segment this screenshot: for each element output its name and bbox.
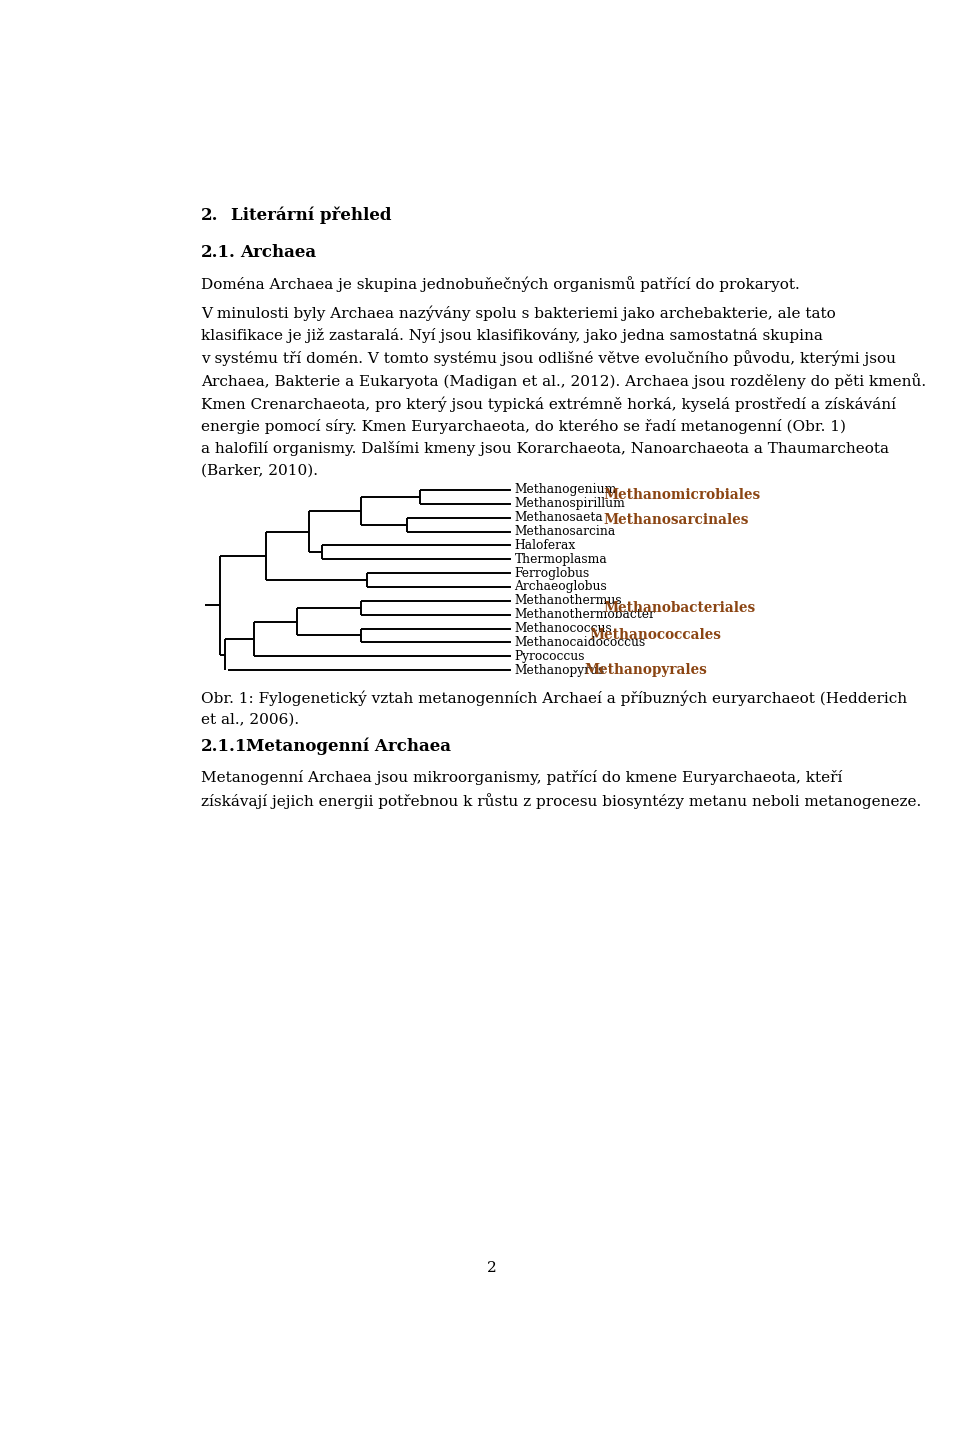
Text: Methanococcus: Methanococcus [515,621,612,635]
Text: v systému tří domén. V tomto systému jsou odlišné větve evolučního původu, který: v systému tří domén. V tomto systému jso… [202,350,897,366]
Text: Methanothermus: Methanothermus [515,594,622,607]
Text: klasifikace je již zastaralá. Nyí jsou klasifikovány, jako jedna samostatná skup: klasifikace je již zastaralá. Nyí jsou k… [202,328,824,343]
Text: Archaea, Bakterie a Eukaryota (Madigan et al., 2012). Archaea jsou rozděleny do : Archaea, Bakterie a Eukaryota (Madigan e… [202,373,926,389]
Text: Methanobacteriales: Methanobacteriales [604,601,756,614]
Text: Methanogenium: Methanogenium [515,484,617,497]
Text: Metanogenní Archaea jsou mikroorganismy, patřící do kmene Euryarchaeota, kteří: Metanogenní Archaea jsou mikroorganismy,… [202,770,843,786]
Text: Methanocaidococcus: Methanocaidococcus [515,636,646,649]
Text: 2.: 2. [202,206,219,224]
Text: Doména Archaea je skupina jednobuňečných organismů patřící do prokaryot.: Doména Archaea je skupina jednobuňečných… [202,276,800,292]
Text: (Barker, 2010).: (Barker, 2010). [202,465,319,478]
Text: Kmen Crenarchaeota, pro který jsou typická extrémně horká, kyselá prostředí a zí: Kmen Crenarchaeota, pro který jsou typic… [202,396,897,411]
Text: Ferroglobus: Ferroglobus [515,566,589,579]
Text: Haloferax: Haloferax [515,539,576,552]
Text: Methanopyrales: Methanopyrales [585,664,707,677]
Text: Thermoplasma: Thermoplasma [515,553,608,566]
Text: Obr. 1: Fylogenetický vztah metanogenních Archaeí a příbuzných euryarchaeot (Hed: Obr. 1: Fylogenetický vztah metanogenníc… [202,690,907,706]
Text: 2.1.1.: 2.1.1. [202,738,253,755]
Text: a halofilí organismy. Dalšími kmeny jsou Korarchaeota, Nanoarchaeota a Thaumarch: a halofilí organismy. Dalšími kmeny jsou… [202,441,889,456]
Text: Pyrococcus: Pyrococcus [515,649,585,662]
Text: 2.1.: 2.1. [202,244,236,260]
Text: Archaea: Archaea [240,244,316,260]
Text: Methanosarcinales: Methanosarcinales [604,513,749,527]
Text: Methanococcales: Methanococcales [589,629,722,642]
Text: získávají jejich energii potřebnou k růstu z procesu biosyntézy metanu neboli me: získávají jejich energii potřebnou k růs… [202,793,922,809]
Text: 2: 2 [487,1262,497,1275]
Text: Methanopyrus: Methanopyrus [515,664,605,677]
Text: Methanosarcina: Methanosarcina [515,526,615,539]
Text: V minulosti byly Archaea nazývány spolu s bakteriemi jako archebakterie, ale tat: V minulosti byly Archaea nazývány spolu … [202,305,836,321]
Text: Metanogenní Archaea: Metanogenní Archaea [247,738,451,755]
Text: Literární přehled: Literární přehled [230,206,392,224]
Text: Methanosaeta: Methanosaeta [515,511,603,524]
Text: Methanomicrobiales: Methanomicrobiales [604,488,760,501]
Text: Methanothermobacter: Methanothermobacter [515,608,656,621]
Text: Archaeoglobus: Archaeoglobus [515,581,608,594]
Text: et al., 2006).: et al., 2006). [202,713,300,727]
Text: energie pomocí síry. Kmen Euryarchaeota, do kterého se řadí metanogenní (Obr. 1): energie pomocí síry. Kmen Euryarchaeota,… [202,418,847,434]
Text: Methanospirillum: Methanospirillum [515,497,625,510]
